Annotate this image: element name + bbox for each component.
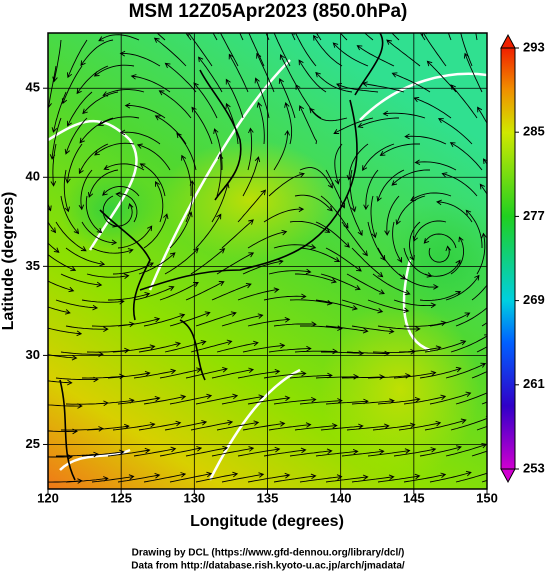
graticule — [48, 33, 487, 489]
x-tick-label: 120 — [37, 490, 59, 505]
y-tick-label: 35 — [26, 258, 40, 273]
warm-area — [320, 300, 480, 480]
cool-area — [385, 200, 487, 320]
y-tick-label: 30 — [26, 347, 40, 362]
field — [48, 33, 487, 489]
y-tick-label: 45 — [26, 80, 40, 95]
colorbar-tick-label: 269 — [523, 292, 545, 307]
colorbar-tick-label: 253 — [523, 460, 545, 475]
y-tick-label: 40 — [26, 169, 40, 184]
colorbar: 253 261 269 277 285 293 — [500, 33, 545, 484]
map-title: MSM 12Z05Apr2023 (850.0hPa) — [129, 1, 408, 22]
credit-line: Drawing by DCL (https://www.gfd-dennou.o… — [132, 548, 405, 559]
colorbar-max-arrow — [500, 33, 516, 49]
colorbar-tick-label: 293 — [523, 39, 545, 54]
colorbar-scale — [500, 47, 516, 470]
x-tick-label: 135 — [257, 490, 279, 505]
y-tick-label: 25 — [26, 436, 40, 451]
x-tick-label: 130 — [183, 490, 205, 505]
credit-line: Data from http://database.rish.kyoto-u.a… — [131, 561, 405, 572]
colorbar-tick-label: 285 — [523, 124, 545, 139]
x-tick-label: 125 — [110, 490, 132, 505]
cool-area — [60, 170, 160, 250]
streamline-set — [48, 33, 487, 484]
colorbar-tick-label: 277 — [523, 208, 545, 223]
y-axis: 25 30 35 40 45 — [26, 80, 48, 451]
colorbar-tick-label: 261 — [523, 376, 545, 391]
contour-lines — [48, 59, 487, 481]
warm-area — [160, 140, 340, 260]
coastlines — [59, 33, 384, 481]
x-tick-label: 150 — [476, 490, 498, 505]
y-axis-label: Latitude (degrees) — [0, 192, 17, 331]
x-tick-label: 140 — [330, 490, 352, 505]
streamlines — [48, 33, 487, 484]
colorbar-min-arrow — [500, 468, 516, 484]
x-axis: 120 125 130 135 140 145 150 — [37, 489, 498, 505]
x-axis-label: Longitude (degrees) — [190, 513, 344, 530]
x-tick-label: 145 — [403, 490, 425, 505]
